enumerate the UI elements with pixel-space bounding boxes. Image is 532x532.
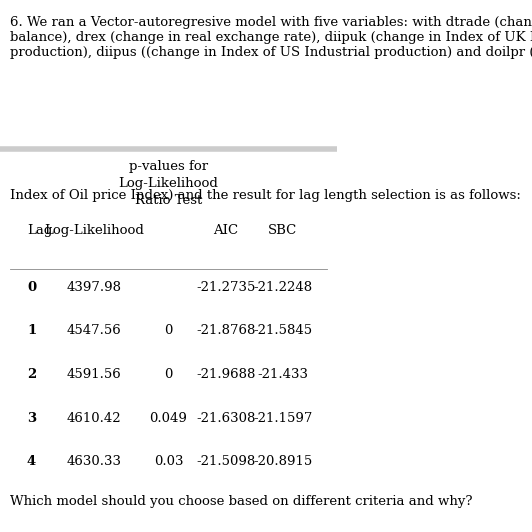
Text: -21.1597: -21.1597 — [253, 412, 313, 425]
Text: 0.03: 0.03 — [154, 455, 183, 468]
Text: 0: 0 — [164, 325, 172, 337]
Text: -21.2735: -21.2735 — [196, 281, 255, 294]
Text: Log-Likelihood: Log-Likelihood — [44, 224, 144, 237]
Text: -21.2248: -21.2248 — [253, 281, 312, 294]
Text: 1: 1 — [27, 325, 36, 337]
Text: 4630.33: 4630.33 — [67, 455, 122, 468]
Text: -21.5098: -21.5098 — [196, 455, 255, 468]
Text: SBC: SBC — [268, 224, 297, 237]
Text: 6. We ran a Vector-autoregresive model with five variables: with dtrade (change : 6. We ran a Vector-autoregresive model w… — [10, 16, 532, 59]
Text: -21.9688: -21.9688 — [196, 368, 255, 381]
Text: 0: 0 — [27, 281, 36, 294]
Text: 4591.56: 4591.56 — [67, 368, 122, 381]
Text: 4: 4 — [27, 455, 36, 468]
Text: -20.8915: -20.8915 — [253, 455, 312, 468]
Text: Which model should you choose based on different criteria and why?: Which model should you choose based on d… — [10, 495, 472, 508]
Text: AIC: AIC — [213, 224, 238, 237]
Text: -21.433: -21.433 — [257, 368, 309, 381]
Text: 0.049: 0.049 — [149, 412, 187, 425]
Text: p-values for
Log-Likelihood
Ratio Test: p-values for Log-Likelihood Ratio Test — [119, 161, 218, 207]
Text: 2: 2 — [27, 368, 36, 381]
Text: -21.6308: -21.6308 — [196, 412, 255, 425]
Text: 4397.98: 4397.98 — [67, 281, 122, 294]
Text: -21.8768: -21.8768 — [196, 325, 255, 337]
Text: 4610.42: 4610.42 — [67, 412, 122, 425]
Text: Index of Oil price Index) and the result for lag length selection is as follows:: Index of Oil price Index) and the result… — [10, 189, 521, 202]
Text: Lag: Lag — [27, 224, 52, 237]
Text: 0: 0 — [164, 368, 172, 381]
Text: -21.5845: -21.5845 — [253, 325, 312, 337]
Text: 3: 3 — [27, 412, 36, 425]
Text: 4547.56: 4547.56 — [67, 325, 122, 337]
